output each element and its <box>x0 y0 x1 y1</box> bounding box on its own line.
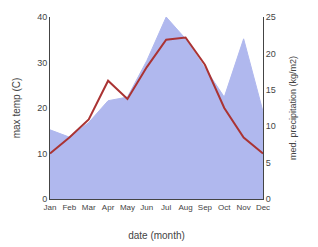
svg-text:Jan: Jan <box>44 203 57 212</box>
svg-text:Mar: Mar <box>82 203 96 212</box>
svg-text:20: 20 <box>37 103 47 113</box>
svg-text:Oct: Oct <box>218 203 231 212</box>
svg-text:Aug: Aug <box>178 203 192 212</box>
svg-text:med. precipitation (kg/m2): med. precipitation (kg/m2) <box>288 56 298 160</box>
svg-text:Nov: Nov <box>237 203 251 212</box>
svg-text:0: 0 <box>266 194 271 204</box>
svg-text:25: 25 <box>266 12 276 22</box>
svg-text:May: May <box>120 203 135 212</box>
svg-text:Sep: Sep <box>198 203 213 212</box>
svg-text:5: 5 <box>266 158 271 168</box>
svg-text:10: 10 <box>37 149 47 159</box>
svg-text:Jun: Jun <box>140 203 153 212</box>
svg-text:date (month): date (month) <box>128 230 185 241</box>
svg-text:30: 30 <box>37 58 47 68</box>
svg-text:Apr: Apr <box>102 203 115 212</box>
svg-text:max temp (C): max temp (C) <box>11 78 22 139</box>
svg-text:40: 40 <box>37 12 47 22</box>
svg-text:Dec: Dec <box>256 203 270 212</box>
svg-text:Jul: Jul <box>161 203 171 212</box>
svg-text:20: 20 <box>266 49 276 59</box>
svg-text:15: 15 <box>266 85 276 95</box>
svg-text:Feb: Feb <box>62 203 76 212</box>
svg-text:0: 0 <box>42 194 47 204</box>
svg-text:10: 10 <box>266 121 276 131</box>
